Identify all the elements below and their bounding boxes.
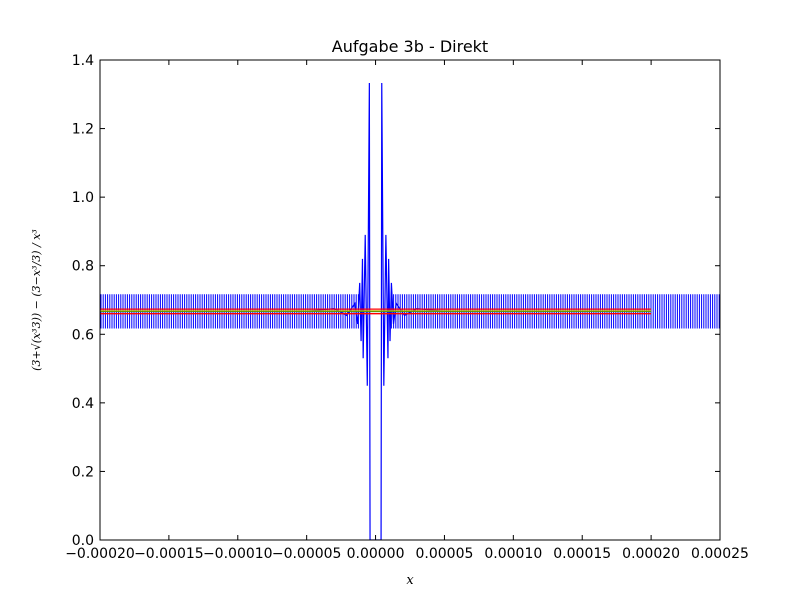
x-tick-label: 0.00020	[622, 546, 680, 562]
x-tick-label: −0.00015	[134, 546, 204, 562]
chart-title: Aufgabe 3b - Direkt	[332, 37, 488, 56]
x-tick-label: 0.00005	[415, 546, 473, 562]
x-tick-label: 0.00010	[484, 546, 542, 562]
x-tick-label: −0.00005	[272, 546, 342, 562]
ticks-layer: −0.00020 −0.00015 −0.00010 −0.00005 0.00000 0…	[65, 53, 749, 562]
y-tick-label: 0.4	[72, 396, 94, 412]
series-1-line	[100, 82, 652, 540]
x-tick-label: 0.00025	[691, 546, 749, 562]
y-tick-label: 1.2	[72, 122, 94, 138]
y-tick-label: 0.0	[72, 533, 94, 549]
x-axis-label: x	[406, 573, 414, 588]
y-tick-label: 1.4	[72, 53, 94, 69]
y-axis-label-text: (3+√(x³3)) − (3−x³/3) / x³	[30, 229, 43, 371]
plot-frame	[99, 59, 721, 541]
y-tick-label: 0.2	[72, 464, 94, 480]
x-tick-label: −0.00010	[203, 546, 273, 562]
x-tick-label: 0.00000	[347, 546, 405, 562]
y-tick-label: 0.8	[72, 259, 94, 275]
y-axis-label: (3+√(x³3)) − (3−x³/3) / x³	[30, 229, 43, 371]
y-tick-label: 0.6	[72, 327, 94, 343]
x-tick-label: −0.00020	[65, 546, 135, 562]
y-tick-label: 1.0	[72, 190, 94, 206]
x-tick-label: 0.00015	[553, 546, 611, 562]
series-layer	[100, 82, 720, 540]
